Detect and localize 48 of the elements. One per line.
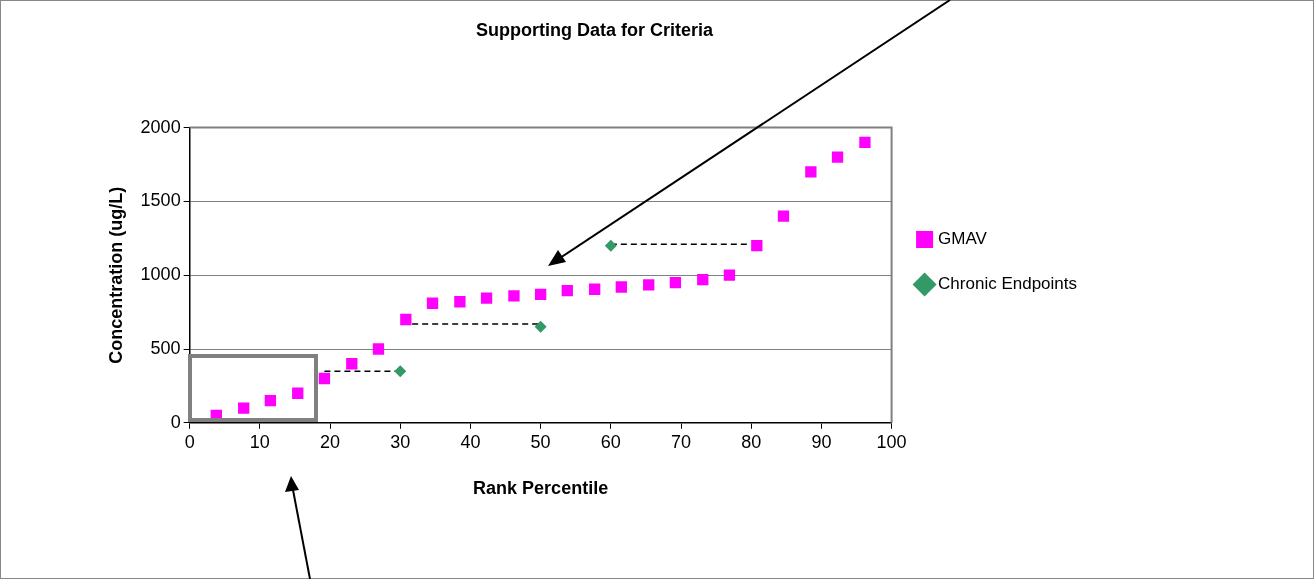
x-tick-label: 20 <box>320 431 341 452</box>
x-tick-label: 80 <box>741 431 762 452</box>
point <box>859 136 871 149</box>
point <box>454 296 466 308</box>
point <box>508 290 520 302</box>
point <box>805 166 817 178</box>
x-tick-label: 10 <box>249 431 270 452</box>
point <box>346 358 358 370</box>
x-tick-label: 60 <box>600 431 621 452</box>
point <box>561 285 573 297</box>
point <box>426 297 439 309</box>
legend-label: Chronic Endpoints <box>938 274 1078 294</box>
point <box>480 292 493 304</box>
x-tick-label: 40 <box>460 431 481 452</box>
chart-title: Supporting Data for Criteria <box>475 19 714 40</box>
point <box>751 240 763 252</box>
y-tick-label: 1000 <box>140 264 181 285</box>
x-tick-label: 30 <box>390 431 411 452</box>
point <box>604 239 617 252</box>
y-tick-label: 0 <box>170 411 181 432</box>
y-tick-label: 1500 <box>140 190 181 211</box>
point <box>264 395 277 407</box>
point <box>394 365 407 378</box>
x-tick-label: 50 <box>530 431 551 452</box>
point <box>400 313 412 326</box>
x-axis-title: Rank Percentile <box>473 478 609 499</box>
point <box>534 288 547 301</box>
point <box>723 269 736 281</box>
y-tick-label: 500 <box>150 337 181 358</box>
x-tick-label: 0 <box>184 431 195 452</box>
point <box>534 320 547 333</box>
y-tick-label: 2000 <box>140 116 181 137</box>
x-tick-label: 100 <box>876 431 907 452</box>
point <box>777 210 790 222</box>
x-tick-label: 90 <box>811 431 832 452</box>
point <box>669 276 682 289</box>
point <box>292 387 304 399</box>
point <box>615 281 627 293</box>
legend-label: GMAV <box>938 229 988 249</box>
point <box>831 151 844 163</box>
y-axis-title: Concentration (ug/L) <box>105 186 126 364</box>
point <box>318 372 331 385</box>
point <box>589 283 601 295</box>
point <box>643 279 655 291</box>
point <box>697 273 709 286</box>
x-tick-label: 70 <box>670 431 692 452</box>
point <box>238 402 250 414</box>
point <box>372 343 385 355</box>
